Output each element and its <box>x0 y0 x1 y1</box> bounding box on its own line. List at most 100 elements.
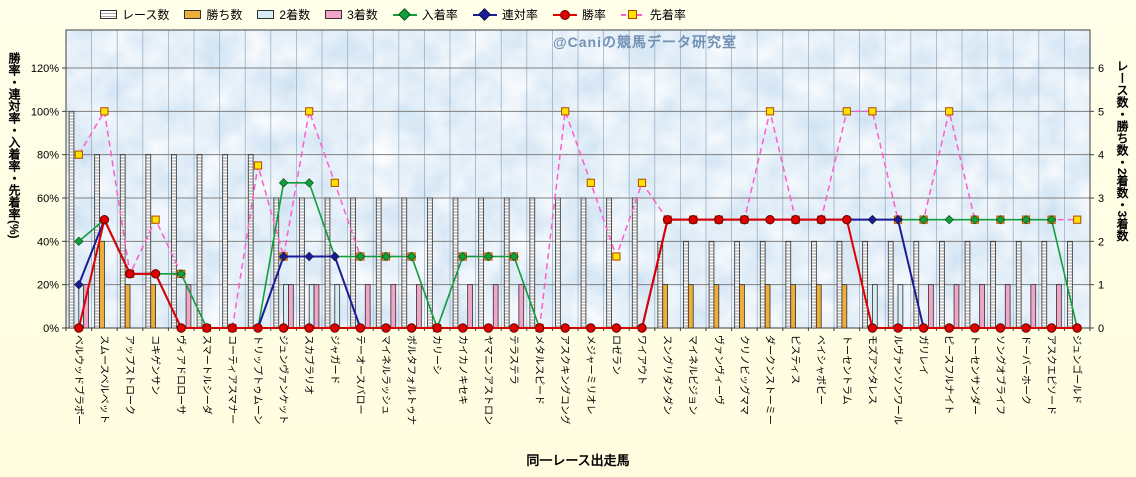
bar-races-9 <box>299 197 305 329</box>
marker-win-rate <box>330 323 340 333</box>
marker-win-rate <box>304 323 314 333</box>
green-diamond-line-icon <box>392 8 417 21</box>
thirds-bar-swatch-icon <box>325 10 343 19</box>
marker-win-rate <box>381 323 391 333</box>
marker-win-rate <box>202 323 212 333</box>
xtick-label: クリノビッグママ <box>738 335 751 415</box>
marker-win-rate <box>355 323 366 333</box>
marker-sensaku-rate <box>637 178 647 187</box>
bar-wins-2 <box>124 284 131 329</box>
bar-races-7 <box>247 154 254 329</box>
marker-sensaku-rate <box>305 107 314 116</box>
xtick-label: ルヴァンソンワール <box>892 335 905 425</box>
marker-win-rate <box>406 323 417 333</box>
legend-label: 連対率 <box>501 8 538 22</box>
marker-sensaku-rate <box>330 178 339 187</box>
xtick-label: テーオースバロー <box>354 335 366 415</box>
marker-win-rate <box>99 214 110 225</box>
bar-thirds-17 <box>518 284 525 329</box>
marker-sensaku-rate <box>586 178 595 187</box>
ytick-left-label: 100% <box>31 106 59 118</box>
xtick-label: ソングオブライフ <box>994 335 1007 415</box>
marker-win-rate <box>534 323 545 333</box>
xtick-label: ポルタフォルトゥナ <box>405 335 417 425</box>
marker-rentai-rate <box>74 279 84 290</box>
xtick-label: スングリダンダン <box>661 335 674 415</box>
bar-races-3 <box>145 154 152 329</box>
marker-sensaku-rate <box>612 252 621 261</box>
bar-races-16 <box>478 197 484 329</box>
bar-races-29 <box>811 240 817 329</box>
bar-races-4 <box>171 154 177 329</box>
legend-label: 入着率 <box>421 8 458 22</box>
xtick-label: トリップトゥムーン <box>252 335 264 425</box>
legend-label: 先着率 <box>649 8 686 22</box>
bar-races-30 <box>836 240 843 329</box>
marker-sensaku-rate <box>151 215 160 224</box>
marker-place-rate <box>278 178 289 188</box>
xtick-label: アスクキングコング <box>559 335 572 425</box>
bar-races-38 <box>1041 240 1048 329</box>
bar-series-races <box>68 110 1073 329</box>
bar-races-25 <box>708 240 715 329</box>
ytick-right-label: 1 <box>1098 280 1104 292</box>
ytick-right-label: 6 <box>1098 63 1104 75</box>
marker-win-rate <box>1072 323 1082 333</box>
legend-item-seconds: 2着数 <box>257 6 310 23</box>
marker-win-rate <box>611 323 622 333</box>
legend-label: 2着数 <box>279 8 311 22</box>
bar-wins-29 <box>815 284 822 329</box>
ytick-right-label: 2 <box>1098 236 1104 248</box>
ytick-left-label: 20% <box>37 280 59 292</box>
marker-win-rate <box>842 214 852 225</box>
marker-sensaku-rate <box>561 107 570 116</box>
bar-wins-25 <box>713 284 720 329</box>
ytick-right-label: 5 <box>1098 106 1104 118</box>
xtick-label: ジュンゴールド <box>1071 335 1084 404</box>
seconds-bar-swatch-icon <box>257 10 275 19</box>
marker-place-rate <box>176 269 186 279</box>
marker-win-rate <box>74 323 84 333</box>
bar-races-27 <box>759 240 766 329</box>
marker-sensaku-rate <box>1073 215 1082 224</box>
bar-races-13 <box>401 197 408 329</box>
right-axis-title: レース数・勝ち数・2着数・3着数 <box>1115 60 1129 242</box>
bar-seconds-32 <box>897 284 904 329</box>
marker-win-rate <box>970 323 980 333</box>
bar-races-35 <box>964 240 971 329</box>
marker-win-rate <box>483 323 494 333</box>
bar-series-wins <box>99 240 848 329</box>
marker-win-rate <box>586 323 596 333</box>
bar-races-12 <box>375 197 382 329</box>
bar-races-39 <box>1067 240 1073 329</box>
bar-thirds-34 <box>953 284 960 329</box>
bar-wins-27 <box>764 284 771 329</box>
ytick-left-label: 120% <box>31 63 59 75</box>
bar-seconds-10 <box>334 284 341 329</box>
xtick-label: ワイアウト <box>636 335 648 385</box>
bar-races-0 <box>68 110 75 329</box>
marker-win-rate <box>893 323 903 333</box>
xtick-label: スカブラリオ <box>303 335 316 395</box>
legend-label: 勝ち数 <box>206 8 243 22</box>
ytick-left-label: 80% <box>37 150 59 162</box>
bar-races-31 <box>862 240 868 329</box>
bar-races-28 <box>785 240 792 329</box>
marker-place-rate <box>509 251 519 262</box>
legend-label: 勝率 <box>581 8 606 22</box>
xtick-label: ヴァンヴィーヴ <box>712 335 725 405</box>
bar-seconds-8 <box>283 284 289 329</box>
legend-item-place-rate: 入着率 <box>392 6 458 23</box>
bar-thirds-36 <box>1004 284 1011 329</box>
marker-sensaku-rate <box>868 107 877 116</box>
bar-races-21 <box>606 197 612 329</box>
legend-label: レース数 <box>122 8 170 22</box>
marker-win-rate <box>253 323 263 333</box>
xtick-label: カリーシ <box>431 335 443 375</box>
x-axis-title: 同一レース出走馬 <box>526 453 630 468</box>
marker-rentai-rate <box>893 214 903 225</box>
xtick-label: ジャガード <box>328 335 340 385</box>
marker-place-rate <box>995 214 1006 225</box>
